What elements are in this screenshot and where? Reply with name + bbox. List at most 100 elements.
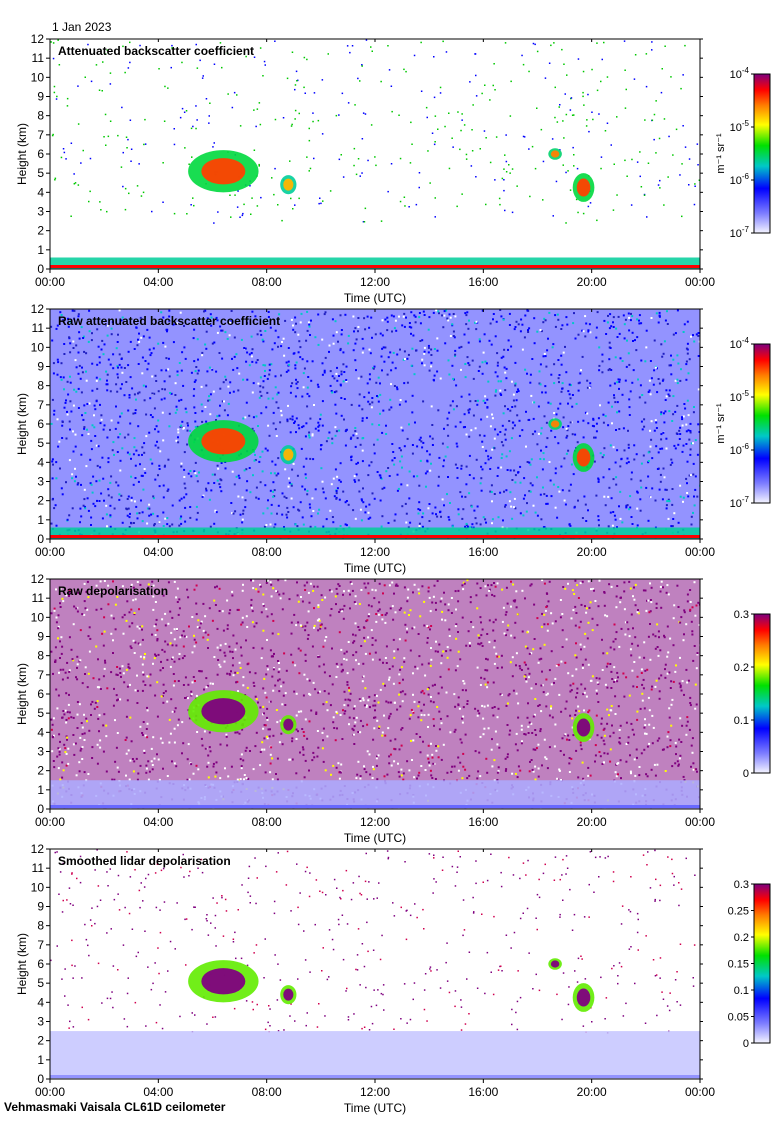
noise-pixel	[514, 481, 516, 483]
noise-pixel	[283, 338, 285, 340]
noise-pixel	[685, 363, 687, 365]
noise-pixel	[107, 461, 109, 463]
noise-pixel	[525, 664, 527, 666]
noise-pixel	[545, 503, 547, 505]
noise-pixel	[317, 426, 319, 428]
noise-pixel	[161, 649, 163, 651]
noise-pixel	[282, 608, 284, 610]
noise-pixel	[589, 607, 591, 609]
speckle	[54, 92, 56, 94]
noise-pixel	[514, 622, 516, 624]
noise-pixel	[642, 428, 644, 430]
speckle	[174, 213, 176, 215]
noise-pixel	[418, 633, 420, 635]
speckle	[234, 92, 236, 94]
noise-pixel	[354, 479, 356, 481]
noise-pixel	[338, 611, 340, 613]
noise-pixel	[644, 733, 646, 735]
noise-pixel	[178, 400, 180, 402]
speckle	[125, 188, 127, 190]
noise-pixel	[495, 335, 497, 337]
y-tick-label: 9	[37, 90, 44, 104]
noise-pixel	[370, 352, 372, 354]
noise-pixel	[286, 507, 288, 509]
noise-pixel	[281, 414, 283, 416]
noise-pixel	[479, 775, 481, 777]
noise-pixel	[355, 595, 357, 597]
noise-pixel	[596, 690, 598, 692]
noise-pixel	[116, 391, 118, 393]
noise-pixel	[192, 651, 194, 653]
x-tick-label: 20:00	[577, 545, 607, 559]
noise-pixel	[458, 696, 460, 698]
noise-pixel	[371, 605, 373, 607]
noise-pixel	[169, 525, 171, 527]
speckle	[262, 75, 264, 77]
noise-pixel	[127, 699, 129, 701]
noise-pixel	[355, 622, 357, 624]
speckle	[411, 144, 413, 146]
noise-pixel	[508, 339, 510, 341]
noise-pixel	[616, 631, 618, 633]
noise-pixel	[301, 313, 303, 315]
noise-pixel	[155, 655, 157, 657]
noise-pixel	[612, 525, 614, 527]
noise-pixel	[175, 412, 177, 414]
noise-pixel	[620, 759, 622, 761]
noise-pixel	[331, 438, 333, 440]
noise-pixel	[390, 406, 392, 408]
noise-pixel	[458, 770, 460, 772]
noise-pixel	[187, 596, 189, 598]
y-tick-label: 7	[37, 398, 44, 412]
noise-pixel	[516, 321, 518, 323]
noise-pixel	[419, 525, 421, 527]
noise-pixel	[346, 366, 348, 368]
noise-pixel	[672, 488, 674, 490]
noise-pixel	[491, 484, 493, 486]
noise-pixel	[286, 517, 288, 519]
noise-pixel	[497, 434, 499, 436]
noise-pixel	[70, 411, 72, 413]
noise-pixel	[350, 459, 352, 461]
noise-pixel	[529, 761, 531, 763]
noise-pixel	[593, 590, 595, 592]
noise-pixel	[596, 693, 598, 695]
noise-pixel	[409, 322, 411, 324]
speckle	[631, 159, 633, 161]
noise-pixel	[594, 600, 596, 602]
noise-pixel	[381, 432, 383, 434]
speckle	[446, 51, 448, 53]
noise-pixel	[660, 607, 662, 609]
noise-pixel	[554, 436, 556, 438]
noise-pixel	[519, 420, 521, 422]
noise-pixel	[262, 728, 264, 730]
noise-pixel	[130, 522, 132, 524]
noise-pixel	[520, 319, 522, 321]
noise-pixel	[650, 601, 652, 603]
speckle	[102, 90, 104, 92]
noise-pixel	[490, 457, 492, 459]
noise-pixel	[231, 358, 233, 360]
noise-pixel	[51, 340, 53, 342]
noise-pixel	[385, 425, 387, 427]
x-tick-label: 16:00	[468, 545, 498, 559]
noise-pixel	[624, 337, 626, 339]
noise-pixel	[637, 676, 639, 678]
noise-pixel	[262, 339, 264, 341]
noise-pixel	[612, 511, 614, 513]
noise-pixel	[440, 601, 442, 603]
noise-pixel	[527, 717, 529, 719]
noise-pixel	[305, 473, 307, 475]
noise-pixel	[660, 591, 662, 593]
noise-pixel	[404, 612, 406, 614]
noise-pixel	[338, 375, 340, 377]
noise-pixel	[659, 312, 661, 314]
speckle	[598, 113, 600, 115]
noise-pixel	[104, 660, 106, 662]
noise-pixel	[614, 401, 616, 403]
noise-pixel	[177, 588, 179, 590]
noise-pixel	[146, 523, 148, 525]
noise-pixel	[696, 704, 698, 706]
noise-pixel	[277, 336, 279, 338]
speckle	[171, 67, 173, 69]
